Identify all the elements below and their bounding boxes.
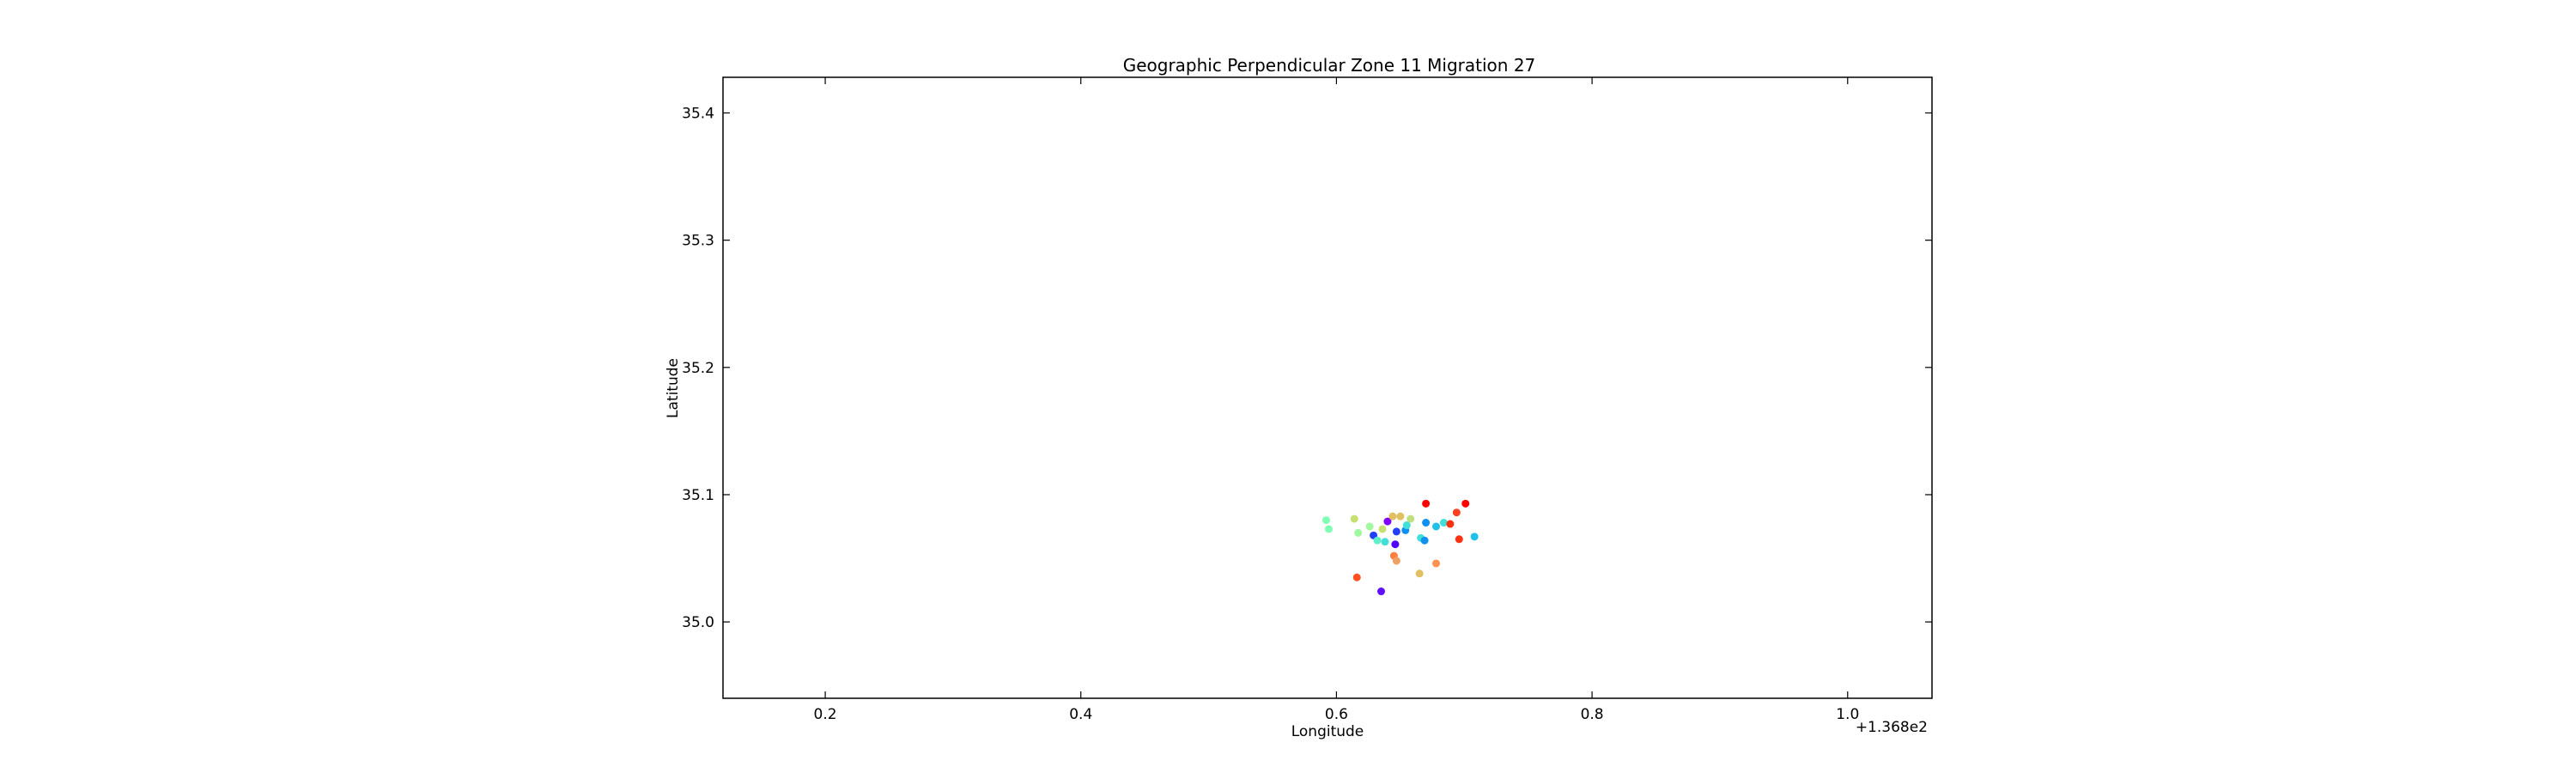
data-point: [1439, 519, 1448, 527]
data-point: [1461, 499, 1470, 508]
plot-area: [722, 76, 1933, 699]
data-point: [1455, 535, 1463, 544]
y-tick-label: 35.0: [682, 614, 714, 631]
data-point: [1354, 528, 1363, 537]
plot-frame: [722, 76, 1933, 699]
y-tick-label: 35.1: [682, 487, 714, 504]
y-axis: 35.0 35.1 35.2 35.3 35.4: [682, 105, 1932, 631]
x-tick-label: 1.0: [1836, 706, 1859, 723]
data-point: [1422, 499, 1431, 508]
y-axis-label: Latitude: [665, 358, 682, 418]
data-point: [1324, 525, 1333, 533]
x-axis-label: Longitude: [1291, 723, 1364, 740]
data-points: [1322, 499, 1479, 596]
data-point: [1420, 536, 1429, 545]
data-point: [1470, 533, 1479, 541]
data-point: [1391, 540, 1400, 549]
x-tick-label: 0.6: [1325, 706, 1348, 723]
data-point: [1373, 536, 1382, 545]
data-point: [1352, 573, 1361, 581]
x-tick-label: 0.8: [1581, 706, 1604, 723]
data-point: [1392, 527, 1400, 536]
chart-title: Geographic Perpendicular Zone 11 Migrati…: [1123, 55, 1536, 76]
data-point: [1383, 517, 1392, 526]
data-point: [1446, 520, 1455, 528]
data-point: [1350, 514, 1358, 523]
data-point: [1432, 522, 1441, 531]
data-point: [1322, 516, 1331, 525]
y-tick-label: 35.3: [682, 233, 714, 250]
data-point: [1452, 508, 1461, 517]
data-point: [1392, 557, 1400, 565]
y-tick-label: 35.4: [682, 105, 714, 122]
data-point: [1396, 512, 1405, 520]
data-point: [1365, 522, 1374, 531]
x-tick-label: 0.2: [814, 706, 837, 723]
data-point: [1422, 519, 1431, 527]
y-tick-label: 35.2: [682, 360, 714, 377]
data-point: [1402, 521, 1411, 530]
x-axis-offset-label: +1.368e2: [1856, 719, 1928, 736]
x-tick-label: 0.4: [1069, 706, 1092, 723]
data-point: [1381, 538, 1389, 546]
data-point: [1415, 569, 1424, 578]
data-point: [1377, 587, 1386, 596]
data-point: [1388, 512, 1397, 520]
data-point: [1406, 514, 1415, 523]
x-axis: 0.2 0.4 0.6 0.8 1.0: [814, 77, 1859, 723]
data-point: [1378, 525, 1387, 533]
data-point: [1432, 559, 1441, 568]
